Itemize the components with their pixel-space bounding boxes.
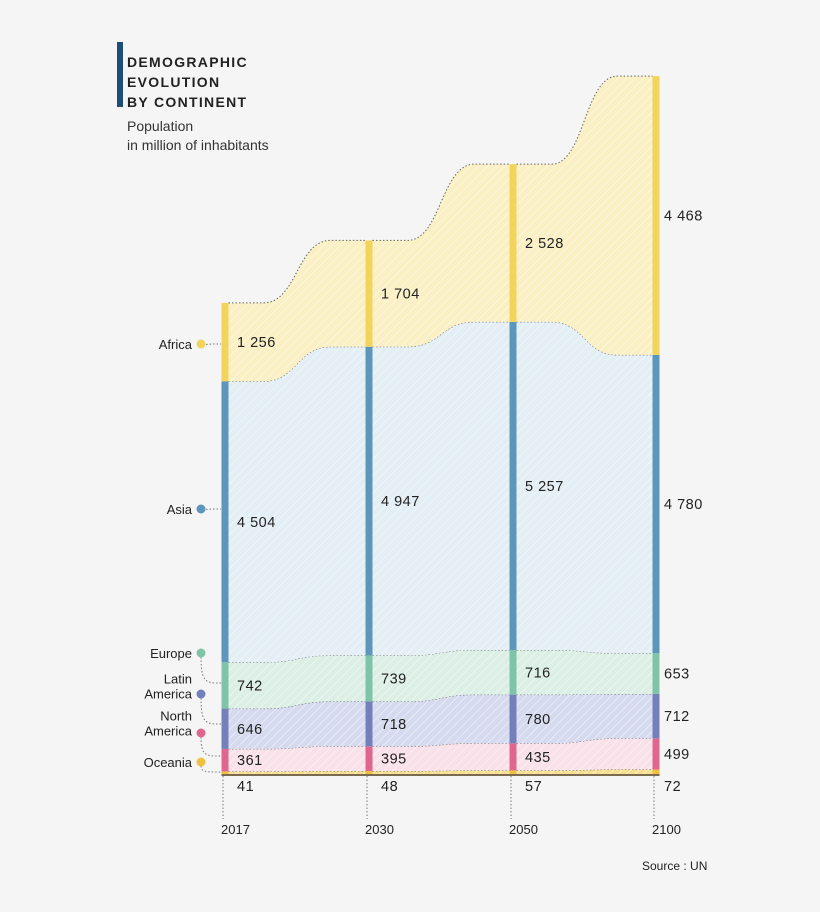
value-label: 712 — [664, 709, 690, 725]
source-note: Source : UN — [642, 859, 708, 873]
flow-area-asia — [228, 346, 366, 663]
legend-label: Latin — [164, 672, 192, 687]
value-label: 739 — [381, 671, 407, 687]
chart-title: DEMOGRAPHIC EVOLUTION BY CONTINENT — [127, 54, 248, 110]
bar-segment-africa-2050 — [509, 164, 517, 322]
value-label: 4 780 — [664, 497, 703, 513]
x-tick-label: 2030 — [365, 822, 394, 837]
bar-segment-africa-2030 — [365, 240, 373, 347]
legend-label: Africa — [159, 337, 193, 352]
bar-segment-asia-2030 — [365, 346, 373, 656]
bar-segment-asia-2100 — [652, 354, 660, 654]
flow-area-oceania — [516, 769, 653, 774]
flow-boundary — [516, 693, 653, 696]
legend-dot-africa — [196, 339, 206, 349]
legend-leader — [200, 656, 222, 684]
value-label: 1 256 — [237, 335, 276, 351]
flow-area-europe — [516, 649, 653, 695]
bar-segment-north-america-2017 — [221, 748, 229, 772]
value-label: 41 — [237, 779, 254, 795]
value-label: 435 — [525, 750, 551, 766]
chart-subtitle: Population in million of inhabitants — [127, 118, 269, 153]
value-label: 395 — [381, 752, 407, 768]
legend-label: Asia — [167, 502, 193, 517]
legend-label: America — [144, 687, 192, 702]
bar-segment-europe-2100 — [652, 653, 660, 694]
legend-dot-europe — [196, 648, 206, 658]
value-label: 57 — [525, 779, 542, 795]
flow-area-north-america — [228, 746, 366, 772]
bar-segment-north-america-2100 — [652, 738, 660, 770]
flow-boundary — [372, 163, 510, 241]
value-label: 716 — [525, 665, 551, 681]
bar-segment-latin-america-2050 — [509, 694, 517, 744]
flow-area-africa — [516, 76, 653, 355]
bar-segment-africa-2017 — [221, 302, 229, 382]
flow-area-africa — [372, 164, 510, 347]
x-tick-label: 2017 — [221, 822, 250, 837]
bar-segment-latin-america-2017 — [221, 708, 229, 749]
legend-leader — [200, 736, 222, 757]
value-label: 1 704 — [381, 287, 420, 303]
legend-label: North — [160, 709, 192, 724]
value-label: 742 — [237, 678, 263, 694]
bar-segment-asia-2017 — [221, 381, 229, 663]
legend-dot-oceania — [196, 757, 206, 767]
flow-area-latin-america — [372, 694, 510, 747]
value-label: 361 — [237, 753, 263, 769]
x-tick-label: 2050 — [509, 822, 538, 837]
title-accent-bar — [117, 42, 123, 107]
bar-segment-latin-america-2030 — [365, 701, 373, 747]
bar-segment-oceania-2017 — [221, 771, 229, 774]
flow-area-asia — [372, 321, 510, 656]
value-label: 48 — [381, 779, 398, 795]
flow-area-north-america — [516, 738, 653, 771]
bar-segment-europe-2030 — [365, 655, 373, 702]
legend-dot-asia — [196, 504, 206, 514]
bar-segment-europe-2017 — [221, 662, 229, 709]
flow-area-asia — [516, 321, 653, 654]
legend-label: America — [144, 724, 192, 739]
bar-segment-north-america-2030 — [365, 746, 373, 772]
value-label: 653 — [664, 667, 690, 683]
flow-area-europe — [228, 655, 366, 709]
value-label: 646 — [237, 722, 263, 738]
flow-area-oceania — [372, 770, 510, 774]
legend-leader — [200, 765, 222, 773]
bar-segment-north-america-2050 — [509, 743, 517, 771]
bar-segment-europe-2050 — [509, 649, 517, 695]
legend-dot-latin-america — [196, 689, 206, 699]
value-label: 718 — [381, 717, 407, 733]
bar-segment-latin-america-2100 — [652, 693, 660, 739]
flow-area-latin-america — [228, 701, 366, 749]
flow-area-latin-america — [516, 693, 653, 744]
flow-boundary — [228, 239, 366, 304]
bar-segment-oceania-2100 — [652, 769, 660, 774]
value-label: 4 504 — [237, 515, 276, 531]
bar-segment-africa-2100 — [652, 76, 660, 355]
flow-boundary — [516, 769, 653, 771]
bar-segment-asia-2050 — [509, 321, 517, 650]
legend-label: Oceania — [144, 755, 193, 770]
legend-label: Europe — [150, 646, 192, 661]
value-label: 499 — [664, 747, 690, 763]
flow-area-europe — [372, 649, 510, 702]
legend-dot-north-america — [196, 728, 206, 738]
bar-segment-oceania-2030 — [365, 771, 373, 774]
value-label: 4 947 — [381, 494, 420, 510]
value-label: 780 — [525, 712, 551, 728]
value-label: 72 — [664, 779, 681, 795]
flow-area-africa — [228, 240, 366, 382]
value-label: 2 528 — [525, 236, 564, 252]
value-label: 4 468 — [664, 209, 703, 225]
x-tick-label: 2100 — [652, 822, 681, 837]
flow-area-oceania — [228, 771, 366, 774]
value-label: 5 257 — [525, 479, 564, 495]
bar-segment-oceania-2050 — [509, 770, 517, 774]
legend-leader — [200, 697, 222, 725]
flow-area-north-america — [372, 743, 510, 772]
